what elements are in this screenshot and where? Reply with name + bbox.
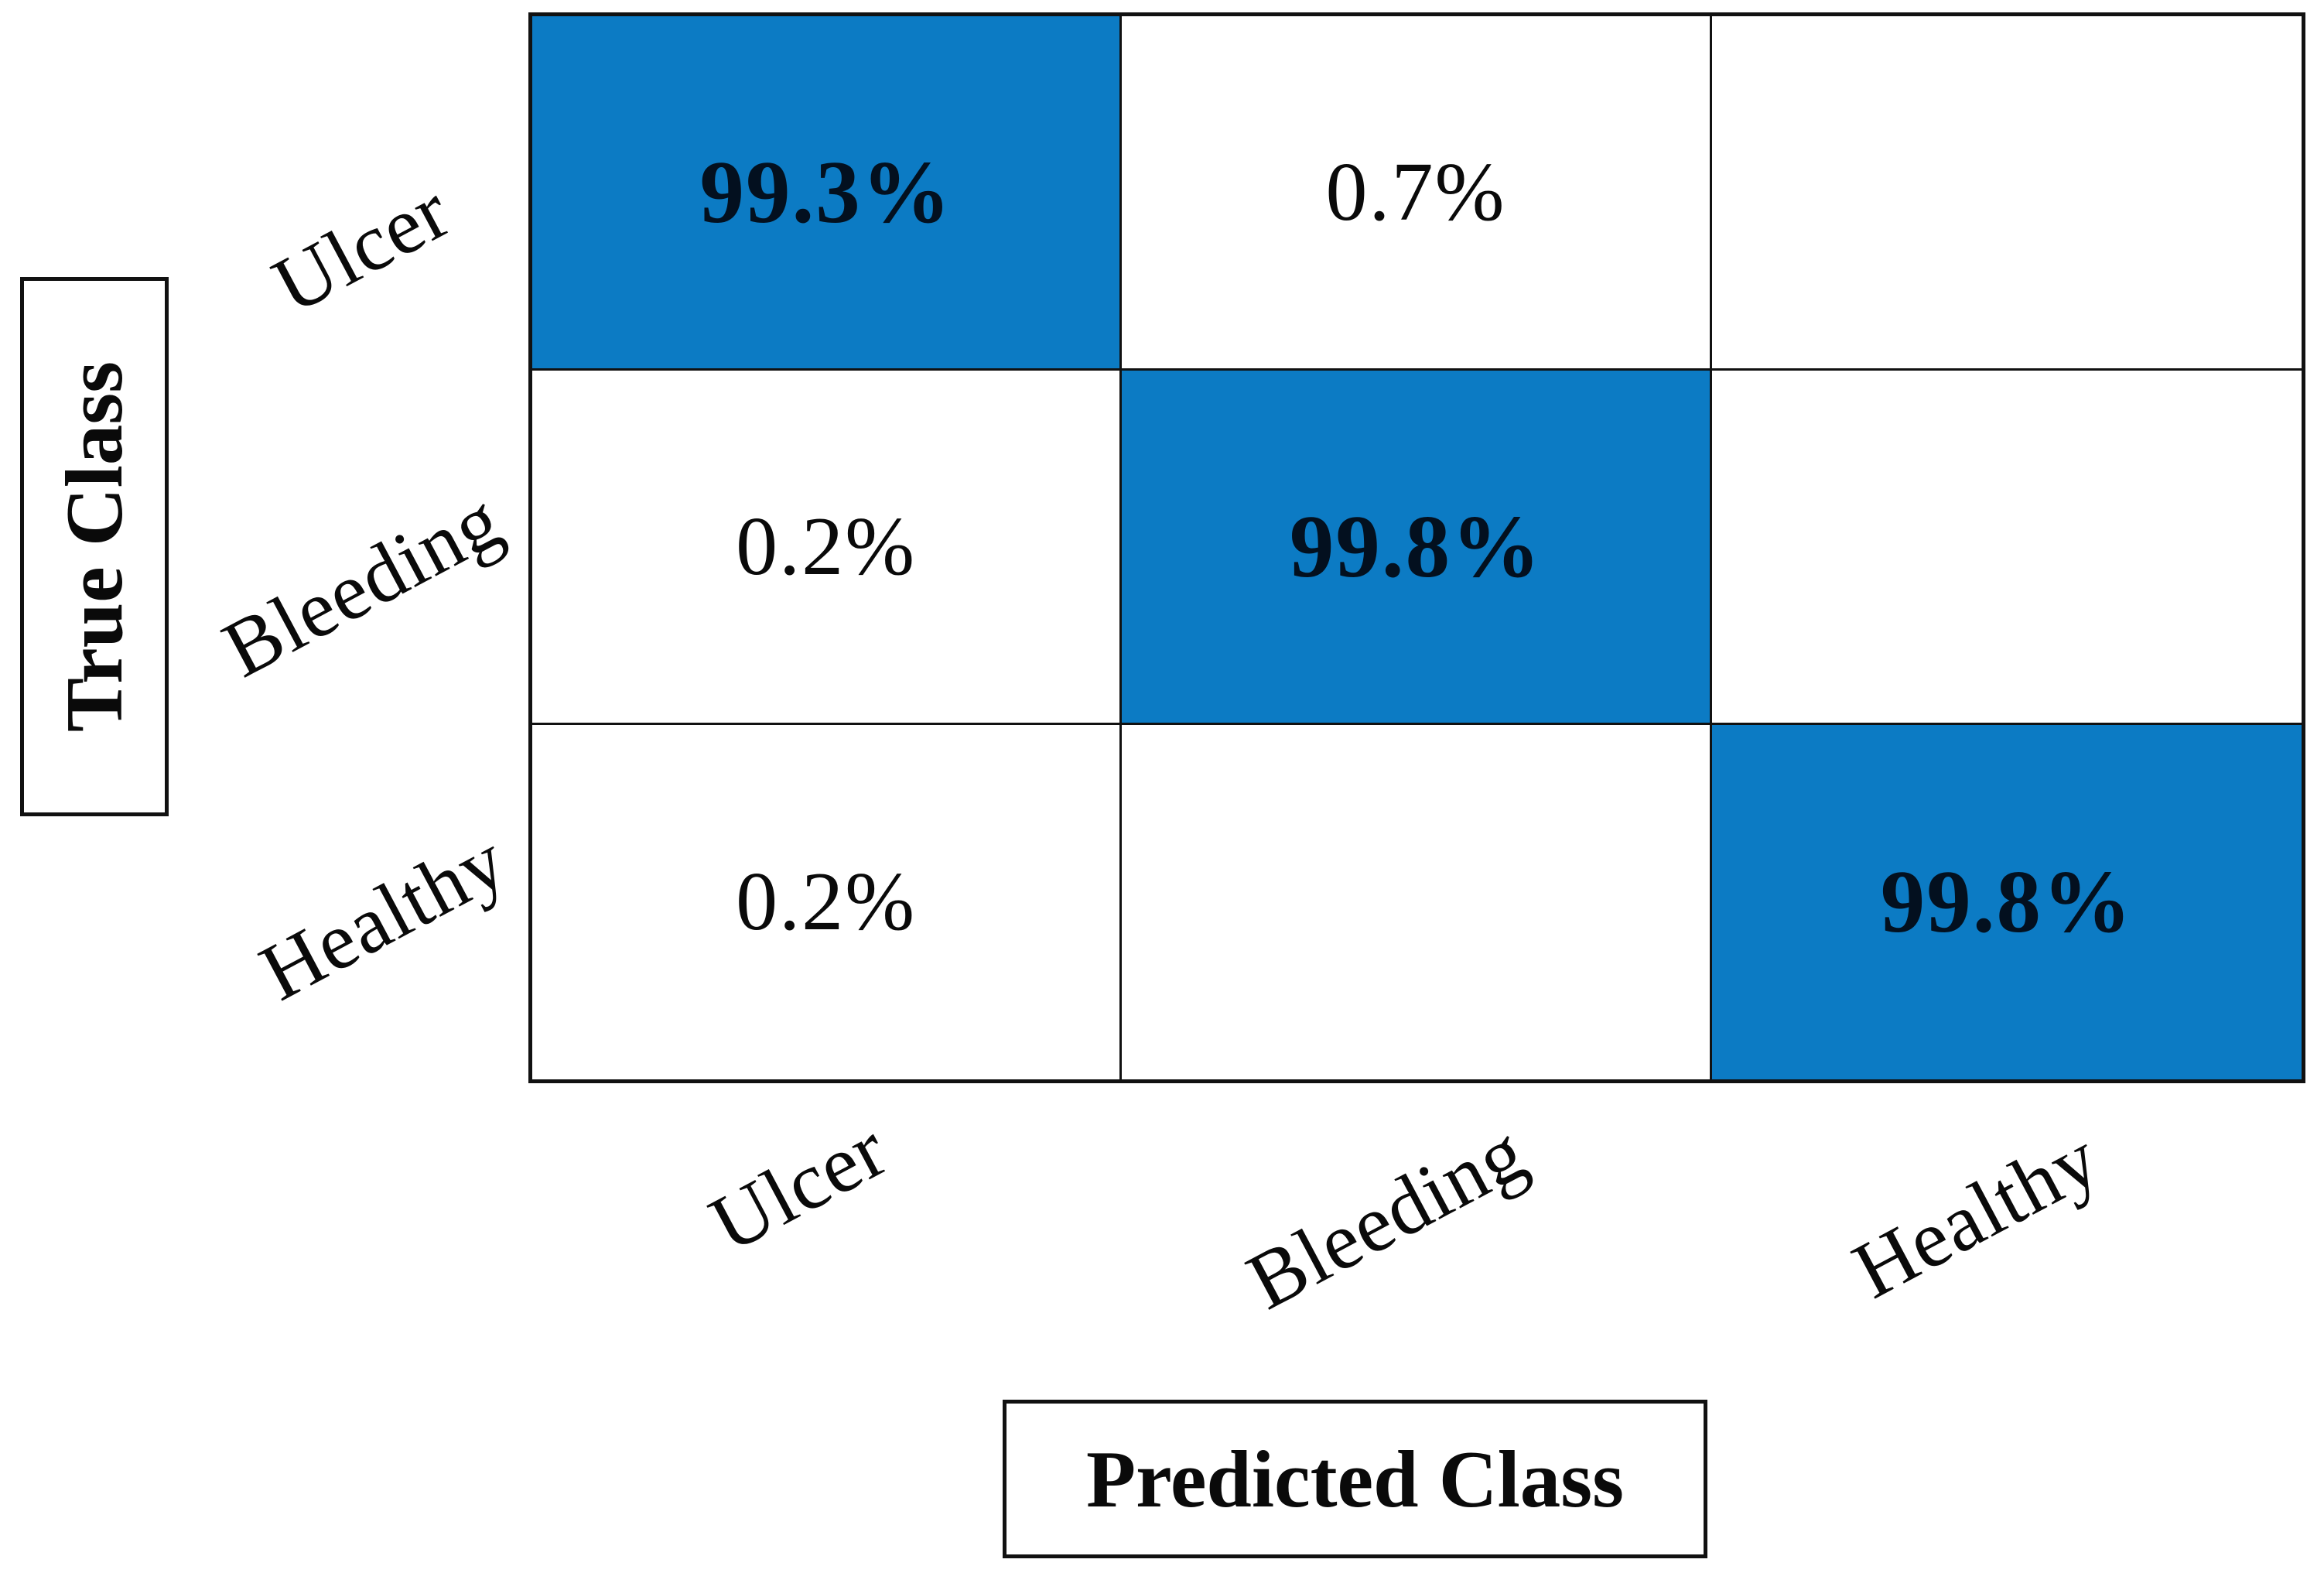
matrix-grid: 99.3% 0.7% 0.2% 99.8% 0.2% 99.8%	[528, 12, 2305, 1083]
cell-true-healthy-pred-healthy: 99.8%	[1711, 725, 2302, 1079]
x-tick-bleeding: Bleeding	[1232, 1106, 1540, 1327]
cell-true-healthy-pred-bleeding	[1122, 725, 1712, 1079]
cell-true-ulcer-pred-ulcer: 99.3%	[532, 16, 1123, 371]
cell-value: 99.3%	[699, 142, 952, 241]
x-tick-ulcer: Ulcer	[695, 1103, 901, 1270]
cell-true-bleeding-pred-healthy	[1711, 371, 2302, 725]
y-axis-title-box: True Class	[20, 277, 169, 816]
x-axis-title-box: Predicted Class	[1003, 1400, 1707, 1558]
y-tick-bleeding: Bleeding	[208, 474, 516, 695]
cell-true-bleeding-pred-bleeding: 99.8%	[1122, 371, 1712, 725]
y-tick-healthy: Healthy	[245, 814, 521, 1018]
cell-value: 0.7%	[1325, 145, 1506, 238]
cell-true-ulcer-pred-healthy	[1711, 16, 2302, 371]
cell-true-healthy-pred-ulcer: 0.2%	[532, 725, 1123, 1079]
y-axis-title: True Class	[49, 361, 140, 733]
cell-value: 0.2%	[736, 500, 917, 593]
cell-value: 0.2%	[736, 856, 917, 948]
cell-value: 99.8%	[1880, 853, 2133, 951]
cell-true-bleeding-pred-ulcer: 0.2%	[532, 371, 1123, 725]
x-tick-healthy: Healthy	[1838, 1112, 2114, 1316]
cell-true-ulcer-pred-bleeding: 0.7%	[1122, 16, 1712, 371]
x-axis-title: Predicted Class	[1085, 1434, 1625, 1524]
cell-value: 99.8%	[1289, 497, 1543, 596]
y-tick-ulcer: Ulcer	[258, 164, 464, 331]
